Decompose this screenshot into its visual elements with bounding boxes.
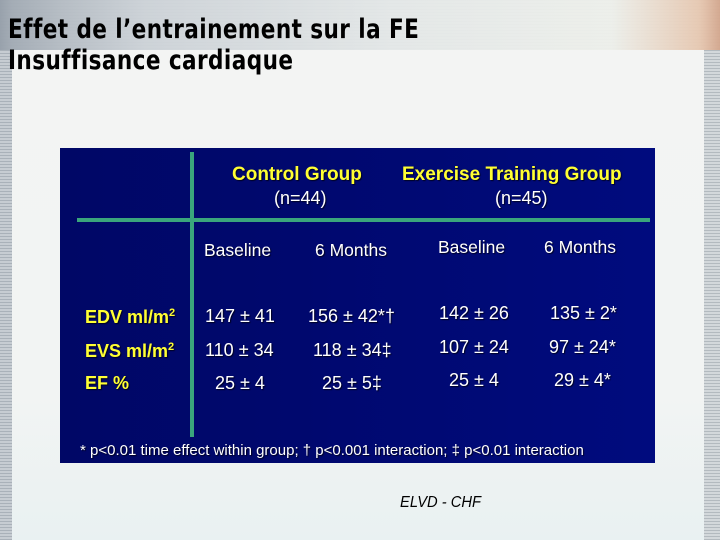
column-header-control-6months: 6 Months [315, 240, 387, 260]
slide-caption: ELVD - CHF [400, 494, 481, 511]
cell-evs-exercise-baseline: 107 ± 24 [439, 337, 509, 357]
cell-ef-exercise-baseline: 25 ± 4 [449, 370, 499, 390]
cell-edv-control-baseline: 147 ± 41 [205, 306, 275, 326]
title-line-1: Effet de l’entrainement sur la FE [8, 14, 420, 45]
cell-evs-exercise-6months: 97 ± 24* [549, 337, 616, 357]
column-header-exercise-baseline: Baseline [438, 237, 506, 257]
cell-evs-control-6months: 118 ± 34‡ [313, 340, 392, 360]
cell-ef-control-6months: 25 ± 5‡ [322, 373, 382, 393]
cell-ef-control-baseline: 25 ± 4 [215, 373, 265, 393]
vertical-divider [190, 152, 194, 437]
group-n-exercise: (n=45) [495, 188, 548, 208]
column-header-control-baseline: Baseline [204, 240, 272, 260]
row-label-edv: EDV ml/m2 [85, 307, 176, 327]
group-header-control: Control Group [232, 164, 362, 185]
group-header-exercise: Exercise Training Group [402, 164, 622, 185]
cell-ef-exercise-6months: 29 ± 4* [554, 370, 611, 390]
table-footnote: * p<0.01 time effect within group; † p<0… [80, 442, 584, 459]
results-table: Control Group (n=44) Exercise Training G… [60, 148, 655, 463]
title-line-2: Insuffisance cardiaque [8, 45, 294, 76]
cell-edv-control-6months: 156 ± 42*† [308, 306, 395, 326]
slide-left-edge [0, 50, 12, 540]
cell-evs-control-baseline: 110 ± 34 [205, 340, 274, 360]
row-label-ef: EF % [85, 373, 130, 393]
horizontal-divider [77, 218, 650, 222]
row-label-evs: EVS ml/m2 [85, 341, 175, 361]
slide-header-band [0, 0, 720, 50]
cell-edv-exercise-baseline: 142 ± 26 [439, 303, 509, 323]
slide-right-edge [704, 50, 720, 540]
slide-title: Effet de l’entrainement sur la FE Insuff… [8, 14, 419, 76]
column-header-exercise-6months: 6 Months [544, 237, 616, 257]
group-n-control: (n=44) [274, 188, 327, 208]
cell-edv-exercise-6months: 135 ± 2* [550, 303, 617, 323]
